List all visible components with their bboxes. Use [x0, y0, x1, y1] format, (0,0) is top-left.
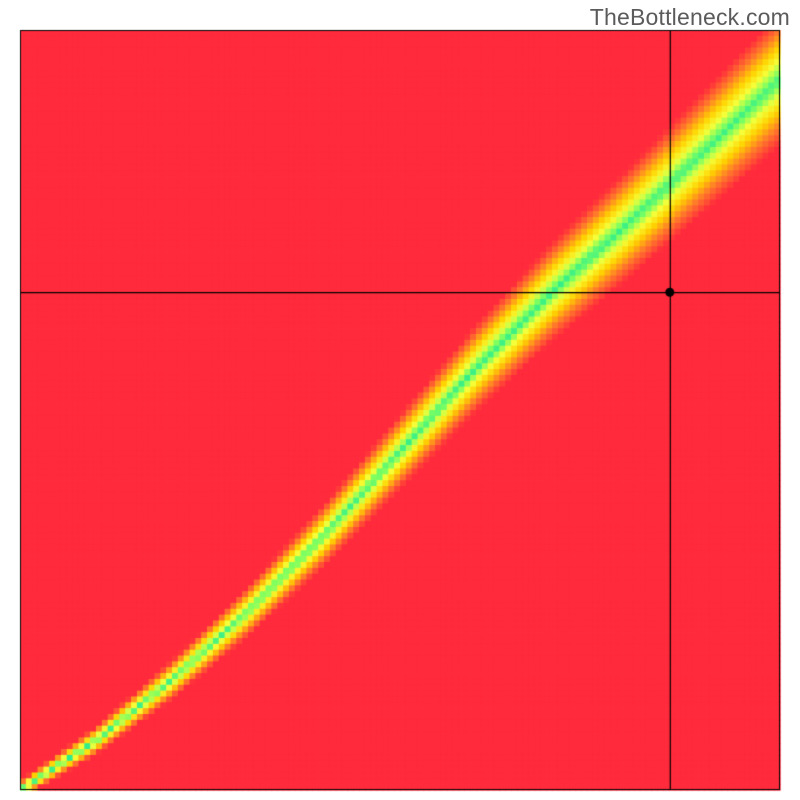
bottleneck-heatmap: [0, 0, 800, 800]
watermark-text: TheBottleneck.com: [590, 4, 790, 31]
chart-container: TheBottleneck.com: [0, 0, 800, 800]
